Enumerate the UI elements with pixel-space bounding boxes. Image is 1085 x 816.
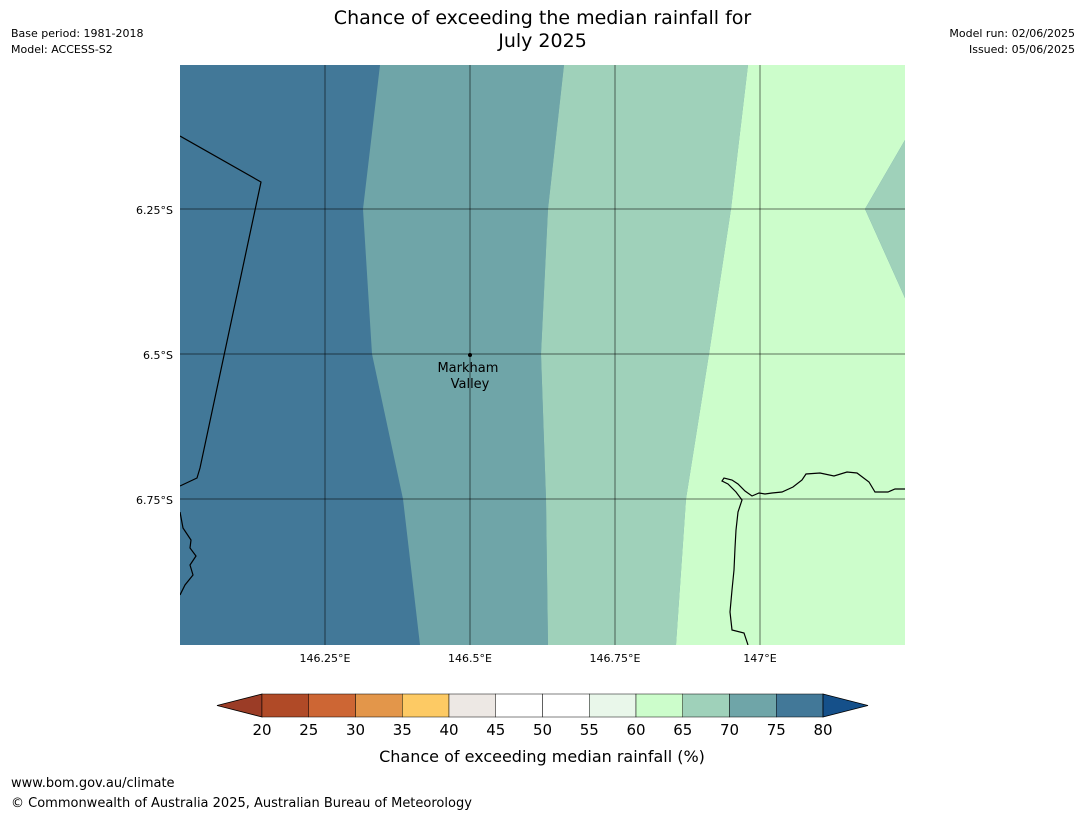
- colorbar-segment: [355, 693, 403, 718]
- colorbar-tick-labels: 20 25 30 35 40 45 50 55 60 65 70 75 80: [252, 721, 832, 739]
- band-60-65: [541, 65, 748, 645]
- colorbar: [216, 693, 869, 718]
- lat-tick-label: 6.25°S: [136, 204, 173, 217]
- markham-valley-marker: [468, 353, 472, 357]
- coastline-southwest: [180, 511, 197, 596]
- colorbar-segment: [261, 693, 309, 718]
- colorbar-tick-label: 55: [580, 721, 599, 739]
- metadata-right: Model run: 02/06/2025 Issued: 05/06/2025: [949, 26, 1075, 58]
- colorbar-segment: [308, 693, 356, 718]
- model-text: Model: ACCESS-S2: [11, 43, 113, 56]
- colorbar-tick-label: 40: [439, 721, 458, 739]
- band-55-60: [676, 65, 905, 645]
- metadata-left: Base period: 1981-2018 Model: ACCESS-S2: [11, 26, 143, 58]
- colorbar-tick-label: 30: [346, 721, 365, 739]
- lon-tick-label: 146.5°E: [448, 652, 492, 665]
- colorbar-segment: [448, 693, 496, 718]
- colorbar-segment: [729, 693, 777, 718]
- markham-valley-label: Markham Valley: [437, 361, 502, 392]
- colorbar-segment: [635, 693, 683, 718]
- colorbar-low-extend: [216, 693, 263, 718]
- lon-tick-label: 146.25°E: [300, 652, 351, 665]
- longitude-tick-labels: 146.25°E 146.5°E 146.75°E 147°E: [300, 652, 777, 665]
- colorbar-segment: [495, 693, 543, 718]
- boundary-line-west: [180, 135, 262, 487]
- copyright-text: © Commonwealth of Australia 2025, Austra…: [11, 796, 472, 811]
- lat-tick-label: 6.75°S: [136, 494, 173, 507]
- coastline-huon-gulf: [721, 471, 905, 645]
- colorbar-tick-label: 60: [626, 721, 645, 739]
- colorbar-tick-label: 35: [393, 721, 412, 739]
- colorbar-title: Chance of exceeding median rainfall (%): [379, 747, 705, 766]
- colorbar-tick-label: 65: [673, 721, 692, 739]
- colorbar-tick-label: 20: [252, 721, 271, 739]
- colorbar-tick-label: 50: [533, 721, 552, 739]
- lon-tick-label: 146.75°E: [590, 652, 641, 665]
- coastlines-and-boundaries: [180, 135, 905, 645]
- band-65-70: [363, 65, 564, 645]
- colorbar-tick-label: 75: [767, 721, 786, 739]
- colorbar-segment: [589, 693, 637, 718]
- colorbar-segment: [402, 693, 450, 718]
- colorbar-tick-label: 70: [720, 721, 739, 739]
- colorbar-tick-label: 45: [486, 721, 505, 739]
- colorbar-high-extend: [822, 693, 869, 718]
- colorbar-segment: [542, 693, 590, 718]
- band-60-65-east: [865, 140, 905, 298]
- latitude-tick-labels: 6.25°S 6.5°S 6.75°S: [136, 204, 173, 507]
- colorbar-tick-label: 80: [813, 721, 832, 739]
- graticule: [180, 65, 905, 645]
- issued-text: Issued: 05/06/2025: [968, 43, 1075, 56]
- colorbar-tick-label: 25: [299, 721, 318, 739]
- map-panel: Markham Valley: [180, 65, 905, 645]
- model-run-text: Model run: 02/06/2025: [949, 27, 1075, 40]
- bom-climate-link[interactable]: www.bom.gov.au/climate: [11, 776, 175, 791]
- lat-tick-label: 6.5°S: [143, 349, 173, 362]
- lon-tick-label: 147°E: [743, 652, 776, 665]
- colorbar-segment: [776, 693, 824, 718]
- map-title: Chance of exceeding the median rainfall …: [333, 7, 752, 52]
- colorbar-segment: [682, 693, 730, 718]
- base-period-text: Base period: 1981-2018: [11, 27, 144, 40]
